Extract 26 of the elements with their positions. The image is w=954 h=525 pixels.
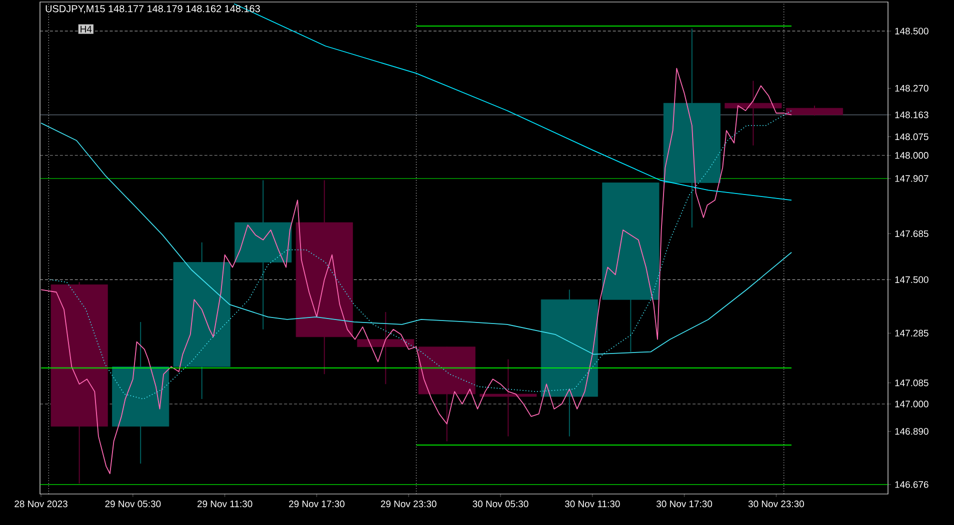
y-tick-label: 147.907 bbox=[895, 175, 928, 182]
x-tick-label: 30 Nov 05:30 bbox=[472, 500, 528, 508]
y-tick-label: 147.500 bbox=[895, 276, 928, 284]
x-tick-label: 29 Nov 23:30 bbox=[380, 500, 436, 508]
candlestick bbox=[357, 312, 414, 385]
x-tick-label: 29 Nov 11:30 bbox=[197, 500, 252, 508]
y-tick-label: 146.890 bbox=[895, 428, 928, 435]
x-tick-label: 30 Nov 17:30 bbox=[656, 500, 712, 508]
y-tick-label: 148.163 bbox=[895, 112, 928, 118]
x-tick-label: 29 Nov 05:30 bbox=[105, 500, 161, 508]
y-tick-label: 148.500 bbox=[895, 28, 928, 34]
y-tick-label: 147.285 bbox=[895, 330, 928, 336]
x-tick-label: 30 Nov 11:30 bbox=[564, 500, 620, 508]
candlestick bbox=[724, 80, 782, 146]
y-tick-label: 147.085 bbox=[895, 380, 928, 386]
y-tick-label: 148.270 bbox=[895, 84, 928, 92]
candlestick bbox=[480, 358, 537, 437]
y-tick-label: 148.000 bbox=[895, 152, 928, 159]
annotation: H4 bbox=[80, 26, 92, 32]
y-tick-label: 148.075 bbox=[895, 133, 928, 140]
x-tick-label: 28 Nov 2023 bbox=[14, 500, 68, 508]
x-tick-label: 30 Nov 23:30 bbox=[748, 500, 804, 508]
y-tick-label: 146.676 bbox=[895, 481, 928, 488]
y-tick-label: 147.685 bbox=[895, 230, 928, 238]
x-tick-label: 29 Nov 17:30 bbox=[289, 500, 344, 508]
y-tick-label: 147.000 bbox=[895, 400, 928, 408]
